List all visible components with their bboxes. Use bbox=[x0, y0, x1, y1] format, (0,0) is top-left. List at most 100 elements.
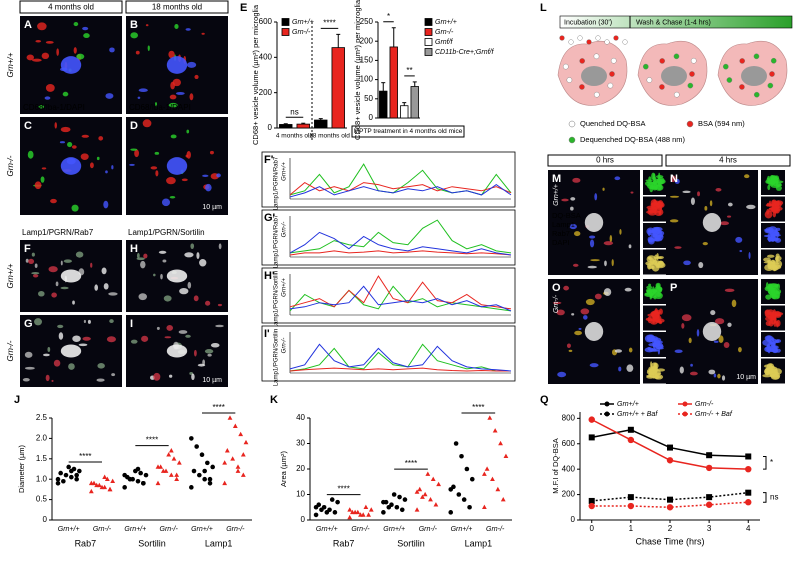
signal bbox=[40, 176, 45, 183]
dot bbox=[189, 485, 194, 490]
signal bbox=[674, 349, 683, 354]
dot bbox=[55, 480, 61, 486]
nucleus bbox=[770, 259, 776, 265]
signal bbox=[748, 251, 751, 259]
signal bbox=[570, 197, 576, 201]
dot bbox=[66, 464, 71, 470]
header-box bbox=[547, 154, 663, 167]
marker bbox=[667, 444, 673, 451]
signal bbox=[674, 178, 680, 184]
signal bbox=[71, 145, 77, 149]
row-label: Grn-/- bbox=[6, 155, 15, 176]
signal bbox=[193, 295, 199, 302]
signal bbox=[715, 318, 725, 325]
dot bbox=[202, 476, 207, 482]
dot bbox=[347, 514, 353, 520]
signal bbox=[63, 259, 72, 263]
x-tick-label: Sortilin bbox=[138, 538, 166, 548]
y-tick-label: 1.0 bbox=[36, 474, 48, 483]
nucleus bbox=[584, 213, 604, 232]
signal bbox=[97, 363, 105, 369]
legend-label: CD11b-Cre+;Grnf/f bbox=[435, 49, 494, 56]
dot bbox=[127, 476, 133, 482]
bar bbox=[314, 119, 328, 129]
signal bbox=[762, 374, 772, 378]
bar bbox=[410, 86, 419, 119]
signal bbox=[34, 181, 42, 190]
signal bbox=[583, 315, 588, 320]
signal bbox=[723, 341, 730, 348]
marker bbox=[588, 434, 595, 441]
dot bbox=[224, 448, 230, 453]
dot bbox=[386, 504, 392, 510]
signal bbox=[587, 265, 597, 269]
significance: ns bbox=[770, 493, 778, 502]
signal bbox=[172, 78, 181, 87]
bar bbox=[279, 124, 293, 129]
profile-frame bbox=[261, 209, 516, 266]
row-label: Grn-/- bbox=[282, 222, 288, 238]
signal bbox=[134, 149, 139, 158]
signal bbox=[184, 252, 194, 258]
label: / bbox=[64, 103, 67, 112]
channel-label: Lamp1/PGRN/Sortilin bbox=[274, 329, 280, 386]
significance: ns bbox=[290, 107, 298, 116]
signal bbox=[683, 260, 691, 266]
dot bbox=[88, 480, 94, 486]
legend-dot bbox=[686, 120, 694, 128]
legend-marker bbox=[682, 411, 688, 417]
dot bbox=[492, 428, 498, 433]
x-tick-label: Rab7 bbox=[75, 538, 97, 548]
signal bbox=[72, 300, 75, 305]
particle bbox=[579, 84, 585, 90]
marker bbox=[627, 436, 635, 444]
signal bbox=[72, 335, 81, 342]
dot bbox=[235, 468, 241, 473]
signal bbox=[648, 283, 652, 287]
y-tick-label: 50 bbox=[364, 94, 373, 103]
dot bbox=[448, 487, 454, 492]
y-tick-label: 1.5 bbox=[36, 454, 48, 463]
dot bbox=[332, 510, 338, 515]
signal bbox=[190, 243, 195, 250]
signal bbox=[764, 309, 771, 315]
signal bbox=[205, 183, 212, 192]
y-tick-label: 150 bbox=[360, 56, 374, 65]
dot bbox=[467, 504, 472, 510]
dot bbox=[61, 478, 66, 484]
bracket bbox=[763, 455, 767, 470]
channel-label: Lamp1/PGRN/Rab7 bbox=[274, 156, 280, 210]
signal bbox=[56, 48, 59, 56]
dot bbox=[394, 504, 400, 510]
dot bbox=[110, 478, 116, 484]
phase: Wash & Chase (1-4 hrs) bbox=[636, 19, 711, 26]
signal bbox=[580, 308, 590, 315]
signal bbox=[60, 126, 71, 133]
group-label: Grn+/+ bbox=[191, 526, 213, 533]
dot bbox=[481, 504, 487, 510]
y-tick-label: 400 bbox=[562, 464, 576, 473]
label: PGRN bbox=[49, 228, 72, 237]
y-tick-label: 200 bbox=[259, 88, 273, 97]
signal bbox=[81, 134, 90, 138]
signal bbox=[59, 141, 66, 144]
nucleus bbox=[584, 322, 604, 341]
particle bbox=[577, 35, 583, 41]
particle bbox=[559, 35, 565, 41]
particle bbox=[562, 63, 569, 70]
y-axis-label: CD68+ vesicle volume (µm³) per microglia bbox=[251, 4, 260, 145]
signal bbox=[164, 336, 172, 339]
signal bbox=[702, 241, 708, 246]
signal bbox=[178, 330, 188, 334]
nucleus bbox=[166, 56, 188, 74]
signal bbox=[168, 102, 178, 108]
nucleus bbox=[652, 233, 658, 238]
label: DAPI bbox=[172, 103, 191, 112]
signal bbox=[96, 378, 105, 382]
y-tick-label: 0 bbox=[43, 515, 48, 524]
marker bbox=[745, 489, 752, 496]
y-tick-label: 0.5 bbox=[36, 495, 48, 504]
signal bbox=[106, 336, 116, 343]
significance: * bbox=[387, 12, 390, 21]
signal bbox=[574, 231, 581, 237]
